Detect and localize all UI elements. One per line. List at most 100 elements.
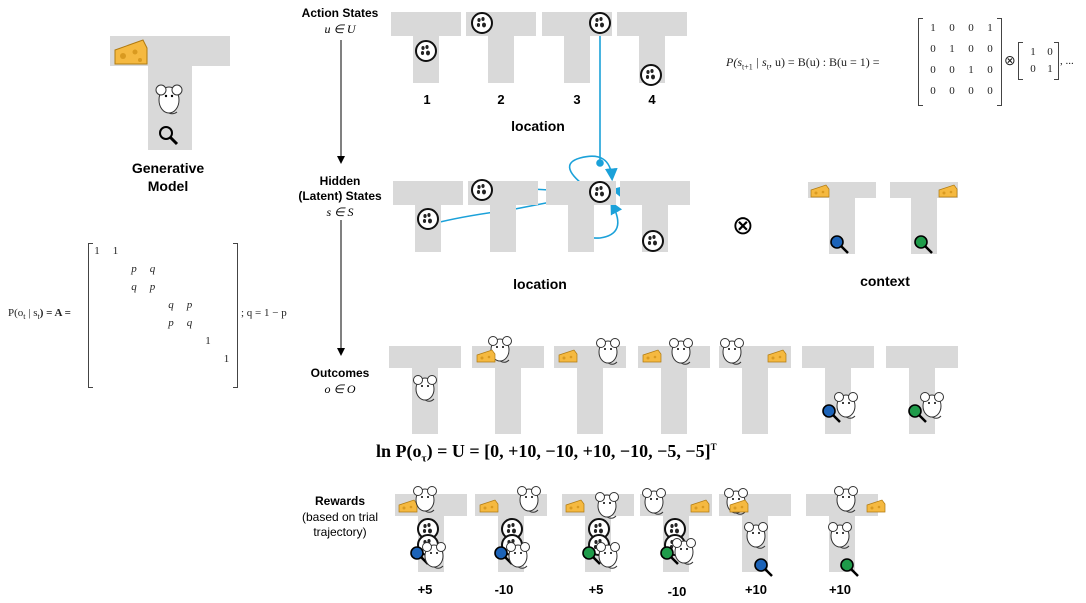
paw-print-icon: [640, 64, 662, 86]
magnifier-icon: [752, 556, 774, 578]
rewards-subtitle-2: trajectory): [313, 525, 367, 539]
matrix-entry: 1: [930, 22, 936, 34]
model-title-line2: Model: [147, 178, 189, 194]
action-label-3: 3: [573, 92, 581, 107]
matrix-entry: 1: [968, 64, 974, 76]
action-label-1: 1: [423, 92, 431, 107]
matrix-entry: 0: [1047, 46, 1053, 58]
reward-value-6: +10: [828, 582, 852, 597]
hidden-states-math: s ∈ S: [326, 205, 354, 219]
matrix-entry: 0: [987, 43, 993, 55]
matrix-entry: p: [149, 281, 156, 293]
magnifier-icon: [912, 233, 934, 255]
cheese-icon: [398, 499, 418, 513]
action-label-2: 2: [497, 92, 505, 107]
I-bracket-right: [1054, 42, 1059, 80]
cheese-icon: [866, 499, 886, 513]
mouse-icon: [670, 536, 698, 566]
B-tail: , ...: [1060, 55, 1074, 67]
magnifier-icon: [838, 556, 860, 578]
mouse-icon: [832, 484, 860, 514]
mouse-icon: [486, 334, 514, 364]
matrix-entry: 1: [94, 245, 100, 257]
A-equation-rhs: ; q = 1 − p: [241, 307, 287, 319]
reward-value-2: -10: [494, 582, 514, 597]
magnifier-icon: [658, 544, 680, 566]
matrix-entry: p: [186, 299, 193, 311]
magnifier-icon: [820, 402, 842, 424]
mouse-icon: [515, 484, 543, 514]
cheese-icon: [565, 499, 585, 513]
matrix-entry: p: [168, 317, 174, 329]
B-bracket-right: [997, 18, 1002, 106]
cheese-icon: [476, 349, 496, 363]
matrix-entry: 0: [987, 64, 993, 76]
cheese-icon: [690, 499, 710, 513]
I-bracket-left: [1018, 42, 1023, 80]
matrix-entry: 0: [987, 85, 993, 97]
utility-equation: ln P(oτ) = U = [0, +10, −10, +10, −10, −…: [376, 441, 717, 465]
paw-print-icon: [417, 208, 439, 230]
reward-value-3: +5: [588, 582, 604, 597]
paw-print-icon: [471, 12, 493, 34]
paw-print-icon: [642, 230, 664, 252]
hidden-context-caption: context: [860, 273, 910, 289]
mouse-icon: [667, 336, 695, 366]
matrix-entry: q: [168, 299, 174, 311]
hidden-location-caption: location: [513, 276, 567, 292]
cheese-icon: [767, 349, 787, 363]
matrix-entry: 0: [930, 85, 936, 97]
reward-value-5: +10: [744, 582, 768, 597]
mouse-icon: [504, 540, 532, 570]
cheese-icon: [479, 499, 499, 513]
otimes-icon: ⊗: [732, 211, 754, 241]
B-otimes: ⊗: [1004, 54, 1016, 69]
mouse-icon: [153, 82, 185, 116]
action-location-caption: location: [511, 118, 565, 134]
cheese-icon: [113, 38, 149, 66]
A-equation-lhs: P(ot | st) = A =: [8, 307, 71, 322]
matrix-entry: 0: [1030, 63, 1036, 75]
action-states-title: Action States: [301, 6, 379, 20]
matrix-entry: 0: [949, 64, 955, 76]
cheese-icon: [642, 349, 662, 363]
matrix-entry: 1: [949, 43, 955, 55]
matrix-entry: q: [186, 317, 193, 329]
mouse-icon: [718, 336, 746, 366]
paw-print-icon: [415, 40, 437, 62]
magnifier-icon: [906, 402, 928, 424]
mouse-icon: [640, 486, 668, 516]
mouse-icon: [411, 484, 439, 514]
matrix-entry: 1: [1047, 63, 1053, 75]
matrix-entry: 0: [930, 64, 936, 76]
mouse-icon: [593, 490, 621, 520]
matrix-entry: q: [131, 281, 137, 293]
magnifier-icon: [828, 233, 850, 255]
matrix-entry: 0: [949, 22, 955, 34]
matrix-entry: 0: [949, 85, 955, 97]
mouse-icon: [832, 390, 860, 420]
model-title-line1: Generative: [131, 160, 205, 176]
matrix-entry: 1: [1030, 46, 1036, 58]
matrix-entry: p: [131, 263, 137, 275]
B-bracket-left: [918, 18, 923, 106]
matrix-entry: 1: [205, 335, 211, 347]
B-matrix: 1 0 0 1 0 1 0 0 0 0 1 0 0 0 0 0: [920, 18, 1000, 104]
hidden-states-line2: (Latent) States: [298, 189, 382, 203]
matrix-entry: 0: [968, 43, 974, 55]
paw-print-icon: [589, 181, 611, 203]
outcomes-title: Outcomes: [310, 366, 370, 380]
mouse-icon: [918, 390, 946, 420]
mouse-icon: [826, 520, 854, 550]
reward-value-1: +5: [417, 582, 433, 597]
B-equation-lhs: P(st+1 | st, u) = B(u) : B(u = 1) =: [726, 55, 880, 72]
A-bracket-right: [233, 243, 238, 388]
paw-print-icon: [589, 12, 611, 34]
matrix-entry: 1: [223, 353, 230, 365]
mouse-icon: [594, 540, 622, 570]
magnifier-icon: [580, 544, 602, 566]
outcomes-math: o ∈ O: [324, 382, 356, 396]
cheese-icon: [729, 499, 749, 513]
